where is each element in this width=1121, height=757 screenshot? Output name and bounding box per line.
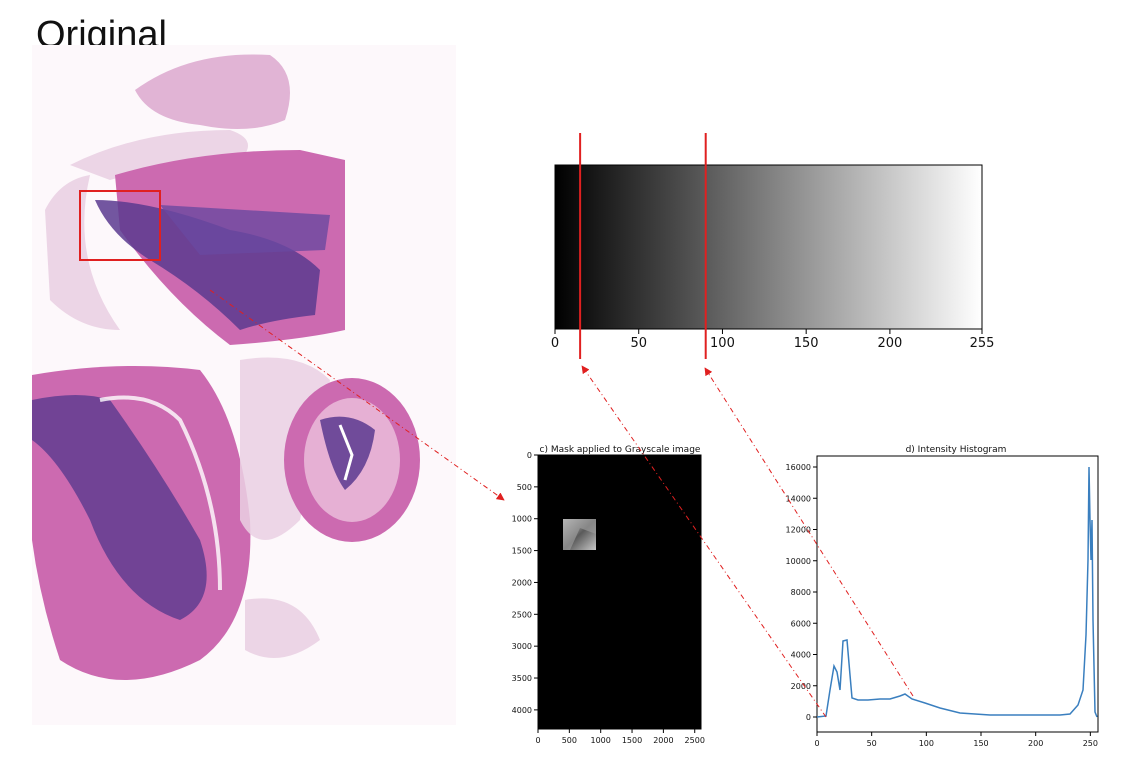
histogram-panel-title: d) Intensity Histogram: [906, 445, 1007, 455]
roi-to-mask-arrow: [209, 289, 505, 501]
mask-y-tick-label: 3500: [512, 674, 532, 683]
mask-x-tick-label: 1000: [591, 736, 611, 745]
mask-x-tick-label: 1500: [622, 736, 642, 745]
histogram-line: [816, 466, 1098, 718]
histogram-to-low-marker-arrow: [581, 365, 827, 718]
mask-y-tick-label: 2000: [512, 578, 532, 587]
histogram-y-axis: 0 2000 4000 6000 8000 10000 12000 14000 16000: [786, 463, 817, 722]
tissue-slide-image: [32, 45, 456, 725]
mask-y-tick-label: 1000: [512, 515, 532, 524]
mask-x-tick-label: 500: [562, 736, 577, 745]
mask-x-axis: 0 500 1000 1500 2000 2500: [535, 729, 705, 745]
mask-y-tick-label: 3000: [512, 642, 532, 651]
histogram-y-tick-label: 0: [806, 713, 811, 722]
mask-y-tick-label: 4000: [512, 706, 532, 715]
mask-y-tick-label: 2500: [512, 610, 532, 619]
histogram-y-tick-label: 6000: [791, 619, 811, 628]
mask-image: [537, 454, 702, 730]
histogram-y-tick-label: 4000: [791, 651, 811, 660]
histogram-x-tick-label: 250: [1083, 739, 1098, 748]
mask-x-tick-label: 2500: [685, 736, 705, 745]
histogram-x-tick-label: 0: [814, 739, 819, 748]
gradient-tick-label: 255: [970, 336, 995, 351]
histogram-plot-area: [816, 455, 1099, 733]
histogram-y-tick-label: 10000: [786, 557, 811, 566]
mask-x-tick-label: 0: [535, 736, 540, 745]
mask-panel-title: c) Mask applied to Grayscale image: [540, 445, 701, 455]
histogram-y-tick-label: 8000: [791, 588, 811, 597]
histogram-y-tick-label: 14000: [786, 494, 811, 503]
gradient-tick-label: 150: [794, 336, 819, 351]
gradient-axis: 0 50 100 150 200 255: [551, 328, 995, 351]
histogram-y-tick-label: 2000: [791, 682, 811, 691]
mask-x-tick-label: 2000: [653, 736, 673, 745]
gradient-tick-label: 100: [710, 336, 735, 351]
grayscale-gradient-bar: [554, 164, 983, 330]
histogram-to-high-marker-arrow: [704, 367, 914, 697]
histogram-x-tick-label: 200: [1028, 739, 1043, 748]
histogram-x-tick-label: 100: [919, 739, 934, 748]
histogram-x-tick-label: 50: [867, 739, 877, 748]
gradient-tick-label: 0: [551, 336, 559, 351]
region-of-interest-box: [79, 190, 161, 261]
gradient-tick-label: 200: [877, 336, 902, 351]
mask-y-axis: 0 500 1000 1500 2000 2500 3000 3500 4000: [512, 451, 538, 715]
mask-y-tick-label: 500: [517, 483, 532, 492]
histogram-y-tick-label: 16000: [786, 463, 811, 472]
histogram-x-tick-label: 150: [973, 739, 988, 748]
mask-y-tick-label: 1500: [512, 547, 532, 556]
gradient-tick-label: 50: [630, 336, 647, 351]
histogram-x-axis: 0 50 100 150 200 250: [814, 732, 1098, 748]
mask-y-tick-label: 0: [527, 451, 532, 460]
histogram-y-tick-label: 12000: [786, 526, 811, 535]
